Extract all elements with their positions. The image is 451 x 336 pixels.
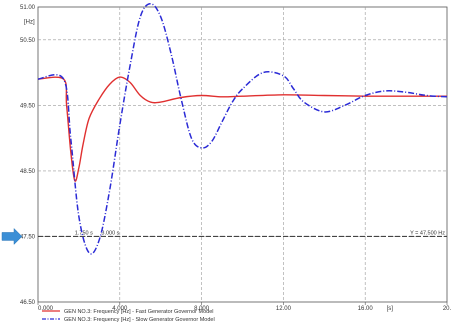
y-tick-label: 48.50 <box>20 169 36 175</box>
y-tick-label: 50.50 <box>20 38 36 44</box>
x-tick-label: 8.000 <box>194 306 210 312</box>
plot-area: 0.000 4.000 8.000 12.00 16.00 20. 51.00 50.50 49… <box>1 2 451 323</box>
y-tick-label: 47.50 <box>20 234 36 240</box>
plot-frame <box>37 6 448 303</box>
y-unit-label: [Hz] <box>24 19 35 25</box>
marker-x2-label: 3.000 s <box>101 230 119 236</box>
series-line-slow <box>37 2 448 255</box>
x-tick-label: 16.00 <box>358 306 374 312</box>
marker-x-label: 1.750 s <box>75 230 93 236</box>
arrow-pointer-icon <box>1 227 23 246</box>
y-tick-label: 46.50 <box>20 300 36 306</box>
x-unit-label: [s] <box>387 306 394 312</box>
x-tick-label: 12.00 <box>276 306 292 312</box>
legend-entry: GEN NO.3: Frequency [Hz] - Slow Generato… <box>64 317 215 323</box>
reference-line-label: Y = 47.500 Hz <box>410 230 445 236</box>
x-tick-label: 0.000 <box>38 306 54 312</box>
legend-entry: GEN NO.3: Frequency [Hz] - Fast Generato… <box>64 309 213 315</box>
y-tick-label: 49.50 <box>20 103 36 109</box>
x-tick-label: 20. <box>443 306 451 312</box>
x-tick-label: 4.000 <box>112 306 128 312</box>
y-tick-label: 51.00 <box>20 5 36 11</box>
